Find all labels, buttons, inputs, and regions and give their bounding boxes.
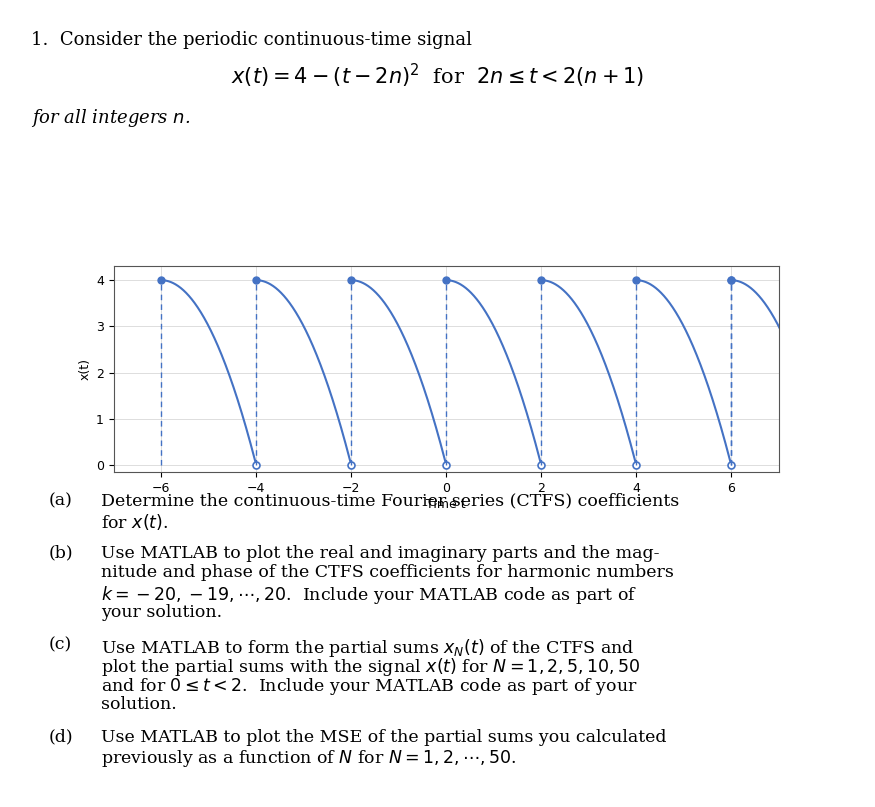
Text: solution.: solution.	[101, 696, 177, 713]
Text: (a): (a)	[48, 492, 72, 509]
Text: (b): (b)	[48, 545, 73, 562]
Text: Use MATLAB to plot the MSE of the partial sums you calculated: Use MATLAB to plot the MSE of the partia…	[101, 729, 666, 746]
Text: (d): (d)	[48, 729, 73, 746]
Text: Determine the continuous-time Fourier series (CTFS) coefficients: Determine the continuous-time Fourier se…	[101, 492, 679, 509]
Text: Use MATLAB to form the partial sums $x_N(t)$ of the CTFS and: Use MATLAB to form the partial sums $x_N…	[101, 637, 634, 659]
Text: Use MATLAB to plot the real and imaginary parts and the mag-: Use MATLAB to plot the real and imaginar…	[101, 545, 659, 562]
Text: 1.  Consider the periodic continuous-time signal: 1. Consider the periodic continuous-time…	[31, 31, 472, 48]
Text: plot the partial sums with the signal $x(t)$ for $N = 1, 2, 5, 10, 50$: plot the partial sums with the signal $x…	[101, 657, 640, 679]
Text: your solution.: your solution.	[101, 604, 221, 621]
Text: previously as a function of $N$ for $N = 1, 2, \cdots, 50$.: previously as a function of $N$ for $N =…	[101, 749, 516, 770]
Text: $k = -20, -19, \cdots, 20$.  Include your MATLAB code as part of: $k = -20, -19, \cdots, 20$. Include your…	[101, 584, 637, 606]
X-axis label: Time t: Time t	[426, 498, 466, 511]
Text: for all integers $n$.: for all integers $n$.	[31, 107, 190, 128]
Text: $x(t) = 4 - (t - 2n)^2$  for  $2n \leq t < 2(n+1)$: $x(t) = 4 - (t - 2n)^2$ for $2n \leq t <…	[231, 61, 644, 90]
Text: and for $0 \leq t < 2$.  Include your MATLAB code as part of your: and for $0 \leq t < 2$. Include your MAT…	[101, 676, 637, 697]
Y-axis label: x(t): x(t)	[79, 358, 92, 380]
Text: (c): (c)	[48, 637, 72, 654]
Text: for $x(t)$.: for $x(t)$.	[101, 512, 168, 532]
Text: nitude and phase of the CTFS coefficients for harmonic numbers: nitude and phase of the CTFS coefficient…	[101, 565, 674, 582]
